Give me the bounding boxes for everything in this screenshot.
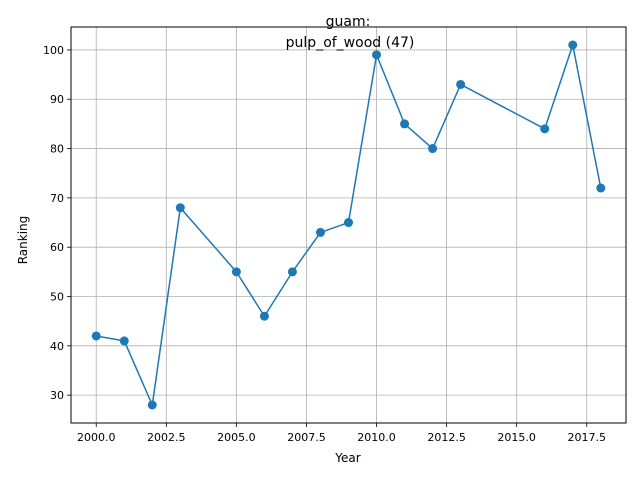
x-tick-label: 2015.0 [497, 431, 536, 444]
data-point-marker [315, 227, 325, 237]
series-layer [91, 40, 606, 410]
y-axis-label: Ranking [16, 216, 30, 265]
y-tick-label: 50 [50, 291, 64, 304]
data-point-marker [175, 203, 185, 213]
data-point-marker [540, 124, 550, 134]
plot-frame [70, 26, 627, 424]
data-point-marker [400, 119, 410, 129]
y-tick-label: 90 [50, 93, 64, 106]
data-point-marker [344, 218, 353, 228]
data-point-marker [456, 79, 466, 89]
y-axis-ticks: 30 40 50 60 70 80 90 100 [43, 44, 71, 402]
series-line [96, 44, 602, 406]
x-tick-label: 2012.5 [427, 431, 466, 444]
x-tick-label: 2002.5 [147, 431, 186, 444]
data-point-marker [287, 267, 297, 277]
x-tick-label: 2017.5 [568, 431, 607, 444]
y-tick-label: 40 [50, 340, 64, 353]
data-point-marker [231, 267, 241, 277]
x-tick-label: 2005.0 [217, 431, 256, 444]
data-point-marker [259, 311, 269, 321]
data-point-marker [91, 331, 101, 341]
data-point-marker [596, 183, 606, 193]
data-point-marker [147, 400, 157, 410]
y-tick-label: 100 [43, 44, 64, 57]
chart-title-line-2: pulp_of_wood (47) [286, 35, 415, 51]
x-axis-ticks: 2000.0 2002.5 2005.0 2007.5 2010.0 2012.5 2015… [77, 423, 606, 444]
y-tick-label: 30 [50, 389, 64, 402]
data-point-marker [568, 40, 578, 50]
grid [71, 27, 626, 423]
x-tick-label: 2007.5 [287, 431, 326, 444]
data-point-marker [119, 336, 129, 346]
chart-title-line-1: guam: [326, 14, 371, 30]
data-point-marker [372, 50, 382, 60]
x-tick-label: 2000.0 [77, 431, 116, 444]
y-tick-label: 60 [50, 241, 64, 254]
data-point-marker [428, 144, 438, 154]
y-tick-label: 80 [50, 143, 64, 156]
y-tick-label: 70 [50, 192, 64, 205]
x-axis-label: Year [334, 451, 360, 465]
x-tick-label: 2010.0 [357, 431, 396, 444]
